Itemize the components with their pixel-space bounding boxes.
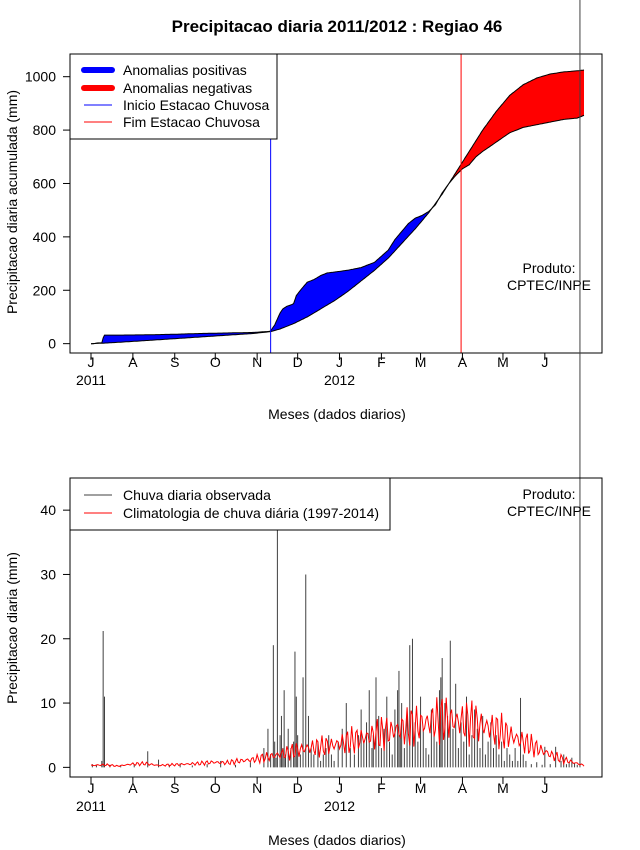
legend-label-end: Fim Estacao Chuvosa	[123, 114, 260, 130]
x-tick-label: A	[128, 354, 138, 370]
x-tick-label: N	[252, 354, 262, 370]
x-tick-label: A	[458, 354, 468, 370]
top-annotation-line-1: Produto:	[523, 260, 576, 276]
x-tick-label: J	[88, 354, 95, 370]
x-tick-label: M	[497, 780, 509, 796]
legend-label-observed: Chuva diaria observada	[123, 487, 271, 503]
x-tick-label: M	[497, 354, 509, 370]
bottom-annotation-line-1: Produto:	[523, 486, 576, 502]
year-label: 2012	[324, 372, 355, 388]
y-tick-label: 1000	[25, 69, 56, 85]
bottom-legend: Chuva diaria observada Climatologia de c…	[69, 477, 391, 531]
chart-title: Precipitacao diaria 2011/2012 : Regiao 4…	[172, 17, 503, 36]
x-tick-label: S	[170, 780, 179, 796]
positive-anomaly-area	[93, 207, 433, 344]
x-tick-label: O	[210, 780, 221, 796]
x-tick-label: J	[88, 780, 95, 796]
top-y-axis-label: Precipitacao diaria acumulada (mm)	[4, 90, 20, 314]
legend-label-positive: Anomalias positivas	[123, 62, 247, 78]
bottom-y-axis-label: Precipitacao diaria (mm)	[4, 552, 20, 704]
x-tick-label: M	[415, 780, 427, 796]
x-tick-label: O	[210, 354, 221, 370]
year-label: 2011	[76, 372, 106, 388]
x-tick-label: J	[336, 780, 343, 796]
x-tick-label: D	[293, 354, 303, 370]
top-annotation-line-2: CPTEC/INPE	[507, 277, 591, 293]
x-tick-label: J	[541, 780, 548, 796]
year-label: 2012	[324, 798, 355, 814]
bottom-x-axis-label: Meses (dados diarios)	[268, 832, 406, 848]
x-tick-label: F	[377, 780, 386, 796]
y-tick-label: 400	[33, 229, 57, 245]
y-tick-label: 10	[40, 695, 56, 711]
x-tick-label: D	[293, 780, 303, 796]
x-tick-label: A	[128, 780, 138, 796]
bottom-legend-box	[69, 477, 391, 531]
legend-label-climatology: Climatologia de chuva diária (1997-2014)	[123, 505, 379, 521]
top-plot: 0 200 400 600 800 1000 J A S O N D J F M A M J 2011 2012 Me…	[4, 53, 603, 422]
y-tick-label: 20	[40, 631, 56, 647]
climatology-cumulative-line	[90, 69, 585, 345]
x-tick-label: M	[415, 354, 427, 370]
y-tick-label: 600	[33, 175, 57, 191]
legend-label-onset: Inicio Estacao Chuvosa	[123, 97, 270, 113]
bottom-annotation-line-2: CPTEC/INPE	[507, 503, 591, 519]
top-legend: Anomalias positivas Anomalias negativas …	[69, 53, 278, 140]
x-tick-label: A	[458, 780, 468, 796]
y-tick-label: 200	[33, 282, 57, 298]
negative-anomaly-area	[448, 70, 584, 184]
top-x-axis-label: Meses (dados diarios)	[268, 406, 406, 422]
y-tick-label: 0	[48, 759, 56, 775]
y-tick-label: 40	[40, 502, 56, 518]
x-tick-label: F	[377, 354, 386, 370]
year-label: 2011	[76, 798, 106, 814]
observed-cumulative-line	[91, 114, 585, 345]
climatology-daily-line	[90, 697, 585, 768]
y-tick-label: 0	[48, 336, 56, 352]
legend-label-negative: Anomalias negativas	[123, 80, 252, 96]
y-tick-label: 800	[33, 122, 57, 138]
x-tick-label: J	[541, 354, 548, 370]
x-tick-label: S	[170, 354, 179, 370]
x-tick-label: N	[252, 780, 262, 796]
x-tick-label: J	[336, 354, 343, 370]
bottom-plot: 0 10 20 30 40 J A S O N D J F M A M J 2011 2012 Meses (dad…	[4, 0, 603, 848]
y-tick-label: 30	[40, 566, 56, 582]
top-plot-frame	[69, 53, 603, 354]
